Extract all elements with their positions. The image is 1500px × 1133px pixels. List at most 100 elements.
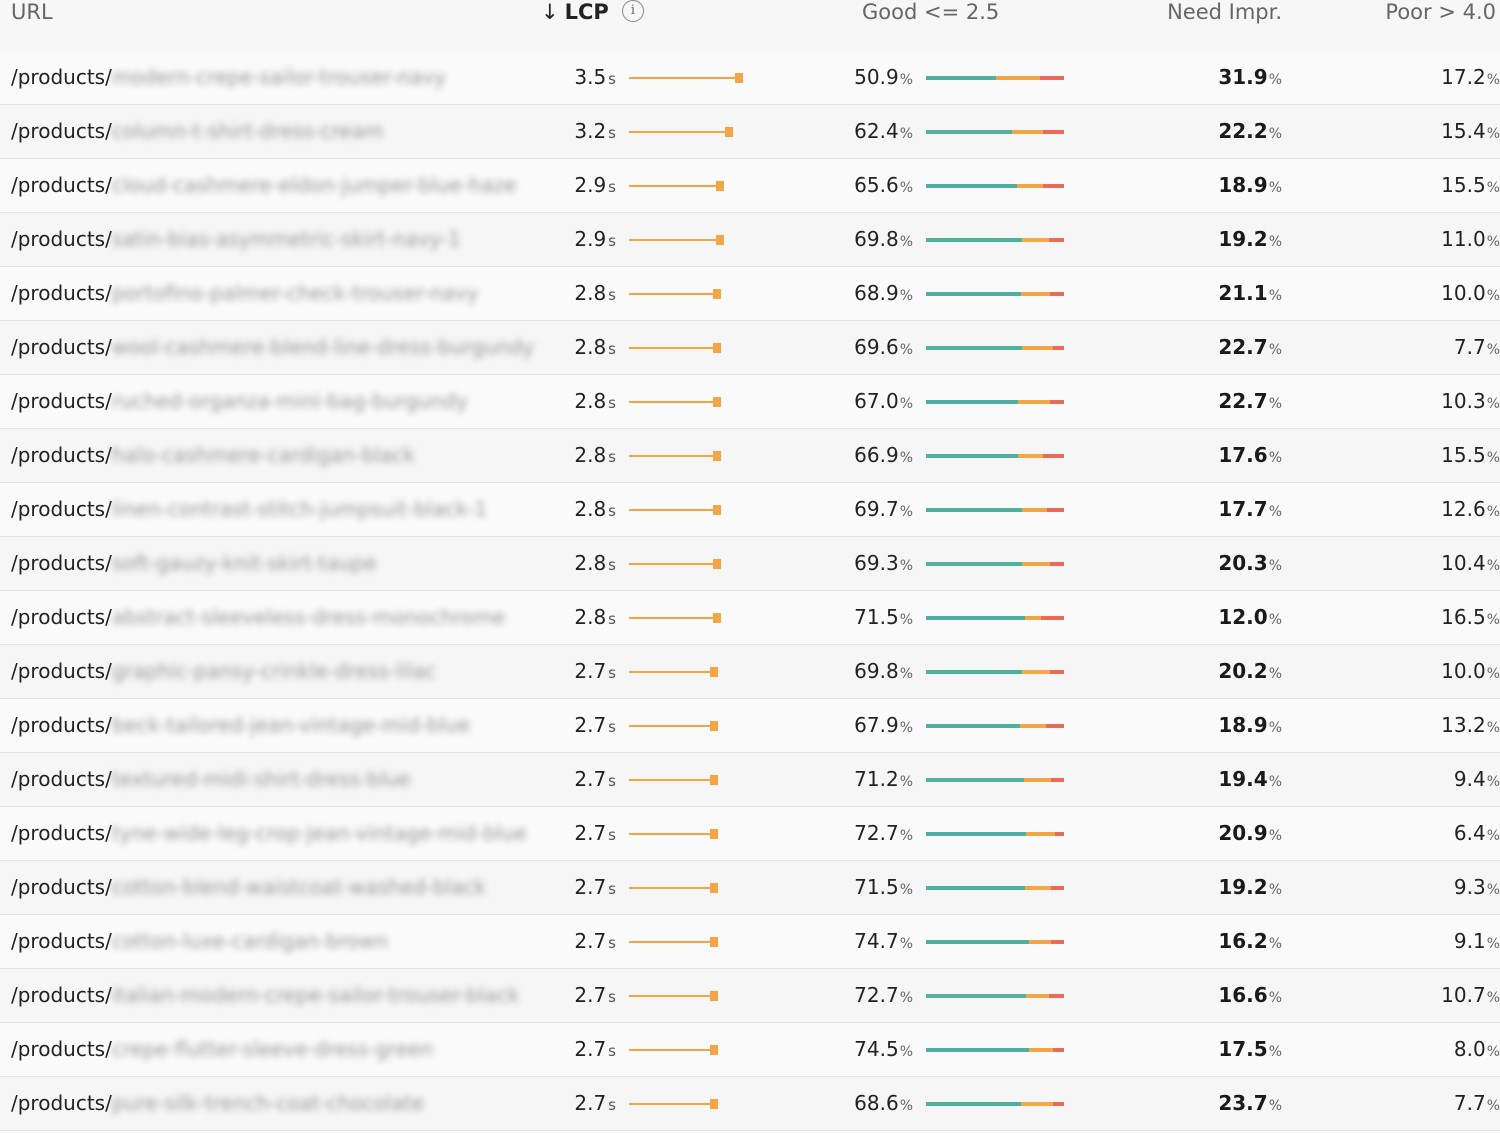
lcp-number: 3.5	[574, 65, 607, 89]
table-row[interactable]: /products/cotton-luxe-cardigan-brown 2.7…	[0, 915, 1500, 969]
need-improvement-percent: 31.9%	[1218, 51, 1282, 104]
table-row[interactable]: /products/italian-modern-crepe-sailor-tr…	[0, 969, 1500, 1023]
lcp-marker	[713, 289, 721, 299]
lcp-bar	[629, 131, 729, 133]
table-row[interactable]: /products/tyne-wide-leg-crop-jean-vintag…	[0, 807, 1500, 861]
distribution-good-segment	[926, 940, 1030, 944]
url-slug: graphic-pansy-crinkle-dress-lilac	[111, 659, 436, 683]
poor-number: 7.7	[1453, 1091, 1486, 1115]
percent-unit: %	[1486, 828, 1500, 844]
distribution-poor-segment	[1042, 130, 1064, 134]
url-cell[interactable]: /products/italian-modern-crepe-sailor-tr…	[11, 969, 519, 1022]
distribution-need-segment	[996, 76, 1041, 80]
need-number: 22.2	[1218, 119, 1268, 143]
lcp-number: 2.7	[574, 929, 607, 953]
column-header-poor[interactable]: Poor > 4.0	[1385, 0, 1496, 24]
table-row[interactable]: /products/ruched-organza-mini-bag-burgun…	[0, 375, 1500, 429]
url-cell[interactable]: /products/abstract-sleeveless-dress-mono…	[11, 591, 505, 644]
url-slug: cloud-cashmere-eldon-jumper-blue-haze	[111, 173, 517, 197]
table-row[interactable]: /products/column-t-shirt-dress-cream 3.2…	[0, 105, 1500, 159]
distribution-poor-segment	[1049, 562, 1064, 566]
percent-unit: %	[899, 720, 913, 736]
good-number: 69.3	[854, 551, 899, 575]
lcp-bar	[629, 77, 739, 79]
url-cell[interactable]: /products/satin-bias-asymmetric-skirt-na…	[11, 213, 461, 266]
column-header-need-improvement[interactable]: Need Impr.	[1167, 0, 1282, 24]
lcp-unit: s	[608, 826, 616, 844]
table-row[interactable]: /products/cloud-cashmere-eldon-jumper-bl…	[0, 159, 1500, 213]
lcp-unit: s	[608, 1096, 616, 1114]
percent-unit: %	[899, 774, 913, 790]
table-row[interactable]: /products/crepe-flutter-sleeve-dress-gre…	[0, 1023, 1500, 1077]
url-cell[interactable]: /products/pure-silk-trench-coat-chocolat…	[11, 1077, 424, 1130]
table-row[interactable]: /products/modern-crepe-sailor-trouser-na…	[0, 51, 1500, 105]
need-improvement-percent: 18.9%	[1218, 159, 1282, 212]
lcp-marker	[713, 343, 721, 353]
percent-unit: %	[1486, 504, 1500, 520]
need-number: 19.2	[1218, 875, 1268, 899]
lcp-marker	[713, 505, 721, 515]
url-cell[interactable]: /products/ruched-organza-mini-bag-burgun…	[11, 375, 468, 428]
need-improvement-percent: 20.2%	[1218, 645, 1282, 698]
good-percent: 67.9%	[854, 699, 913, 752]
percent-unit: %	[899, 612, 913, 628]
table-header: URL ↓ LCP i Good <= 2.5 Need Impr. Poor >…	[0, 0, 1500, 52]
url-cell[interactable]: /products/textured-midi-shirt-dress-blue	[11, 753, 411, 806]
poor-percent: 10.0%	[1441, 267, 1500, 320]
lcp-number: 2.7	[574, 767, 607, 791]
percent-unit: %	[1486, 234, 1500, 250]
url-cell[interactable]: /products/cloud-cashmere-eldon-jumper-bl…	[11, 159, 516, 212]
need-number: 20.9	[1218, 821, 1268, 845]
url-cell[interactable]: /products/graphic-pansy-crinkle-dress-li…	[11, 645, 436, 698]
url-cell[interactable]: /products/cotton-luxe-cardigan-brown	[11, 915, 388, 968]
table-row[interactable]: /products/beck-tailored-jean-vintage-mid…	[0, 699, 1500, 753]
lcp-marker	[725, 127, 733, 137]
distribution-need-segment	[1028, 1048, 1053, 1052]
table-row[interactable]: /products/cotton-blend-waistcoat-washed-…	[0, 861, 1500, 915]
table-row[interactable]: /products/wool-cashmere-blend-line-dress…	[0, 321, 1500, 375]
table-row[interactable]: /products/linen-contrast-stitch-jumpsuit…	[0, 483, 1500, 537]
url-cell[interactable]: /products/beck-tailored-jean-vintage-mid…	[11, 699, 470, 752]
url-cell[interactable]: /products/wool-cashmere-blend-line-dress…	[11, 321, 534, 374]
url-cell[interactable]: /products/cotton-blend-waistcoat-washed-…	[11, 861, 486, 914]
url-cell[interactable]: /products/tyne-wide-leg-crop-jean-vintag…	[11, 807, 527, 860]
table-row[interactable]: /products/graphic-pansy-crinkle-dress-li…	[0, 645, 1500, 699]
lcp-number: 2.7	[574, 1091, 607, 1115]
distribution-poor-segment	[1042, 184, 1064, 188]
url-cell[interactable]: /products/portofino-palmer-check-trouser…	[11, 267, 478, 320]
poor-percent: 10.0%	[1441, 645, 1500, 698]
table-row[interactable]: /products/satin-bias-asymmetric-skirt-na…	[0, 213, 1500, 267]
table-row[interactable]: /products/soft-gauzy-knit-skirt-taupe 2.…	[0, 537, 1500, 591]
lcp-value: 2.7 s	[574, 969, 616, 1022]
url-cell[interactable]: /products/column-t-shirt-dress-cream	[11, 105, 383, 158]
table-row[interactable]: /products/halo-cashmere-cardigan-black 2…	[0, 429, 1500, 483]
good-percent: 68.9%	[854, 267, 913, 320]
url-cell[interactable]: /products/modern-crepe-sailor-trouser-na…	[11, 51, 446, 104]
url-slug: italian-modern-crepe-sailor-trouser-blac…	[111, 983, 520, 1007]
poor-number: 6.4	[1453, 821, 1486, 845]
lcp-bar	[629, 941, 714, 943]
need-number: 17.6	[1218, 443, 1268, 467]
good-number: 69.8	[854, 227, 899, 251]
url-cell[interactable]: /products/halo-cashmere-cardigan-black	[11, 429, 415, 482]
lcp-bar	[629, 509, 717, 511]
url-slug: halo-cashmere-cardigan-black	[111, 443, 415, 467]
url-cell[interactable]: /products/soft-gauzy-knit-skirt-taupe	[11, 537, 377, 590]
percent-unit: %	[899, 990, 913, 1006]
distribution-need-segment	[1020, 1102, 1054, 1106]
column-header-good[interactable]: Good <= 2.5	[862, 0, 1000, 24]
table-row[interactable]: /products/abstract-sleeveless-dress-mono…	[0, 591, 1500, 645]
url-path: /products/	[11, 119, 112, 143]
column-header-url[interactable]: URL	[11, 0, 53, 24]
info-icon[interactable]: i	[622, 0, 644, 22]
url-cell[interactable]: /products/linen-contrast-stitch-jumpsuit…	[11, 483, 487, 536]
poor-percent: 15.5%	[1441, 429, 1500, 482]
table-row[interactable]: /products/portofino-palmer-check-trouser…	[0, 267, 1500, 321]
url-cell[interactable]: /products/crepe-flutter-sleeve-dress-gre…	[11, 1023, 433, 1076]
table-row[interactable]: /products/textured-midi-shirt-dress-blue…	[0, 753, 1500, 807]
need-improvement-percent: 19.2%	[1218, 861, 1282, 914]
table-row[interactable]: /products/pure-silk-trench-coat-chocolat…	[0, 1077, 1500, 1131]
column-header-lcp[interactable]: ↓ LCP	[541, 0, 609, 24]
lcp-unit: s	[608, 178, 616, 196]
poor-number: 10.4	[1441, 551, 1486, 575]
